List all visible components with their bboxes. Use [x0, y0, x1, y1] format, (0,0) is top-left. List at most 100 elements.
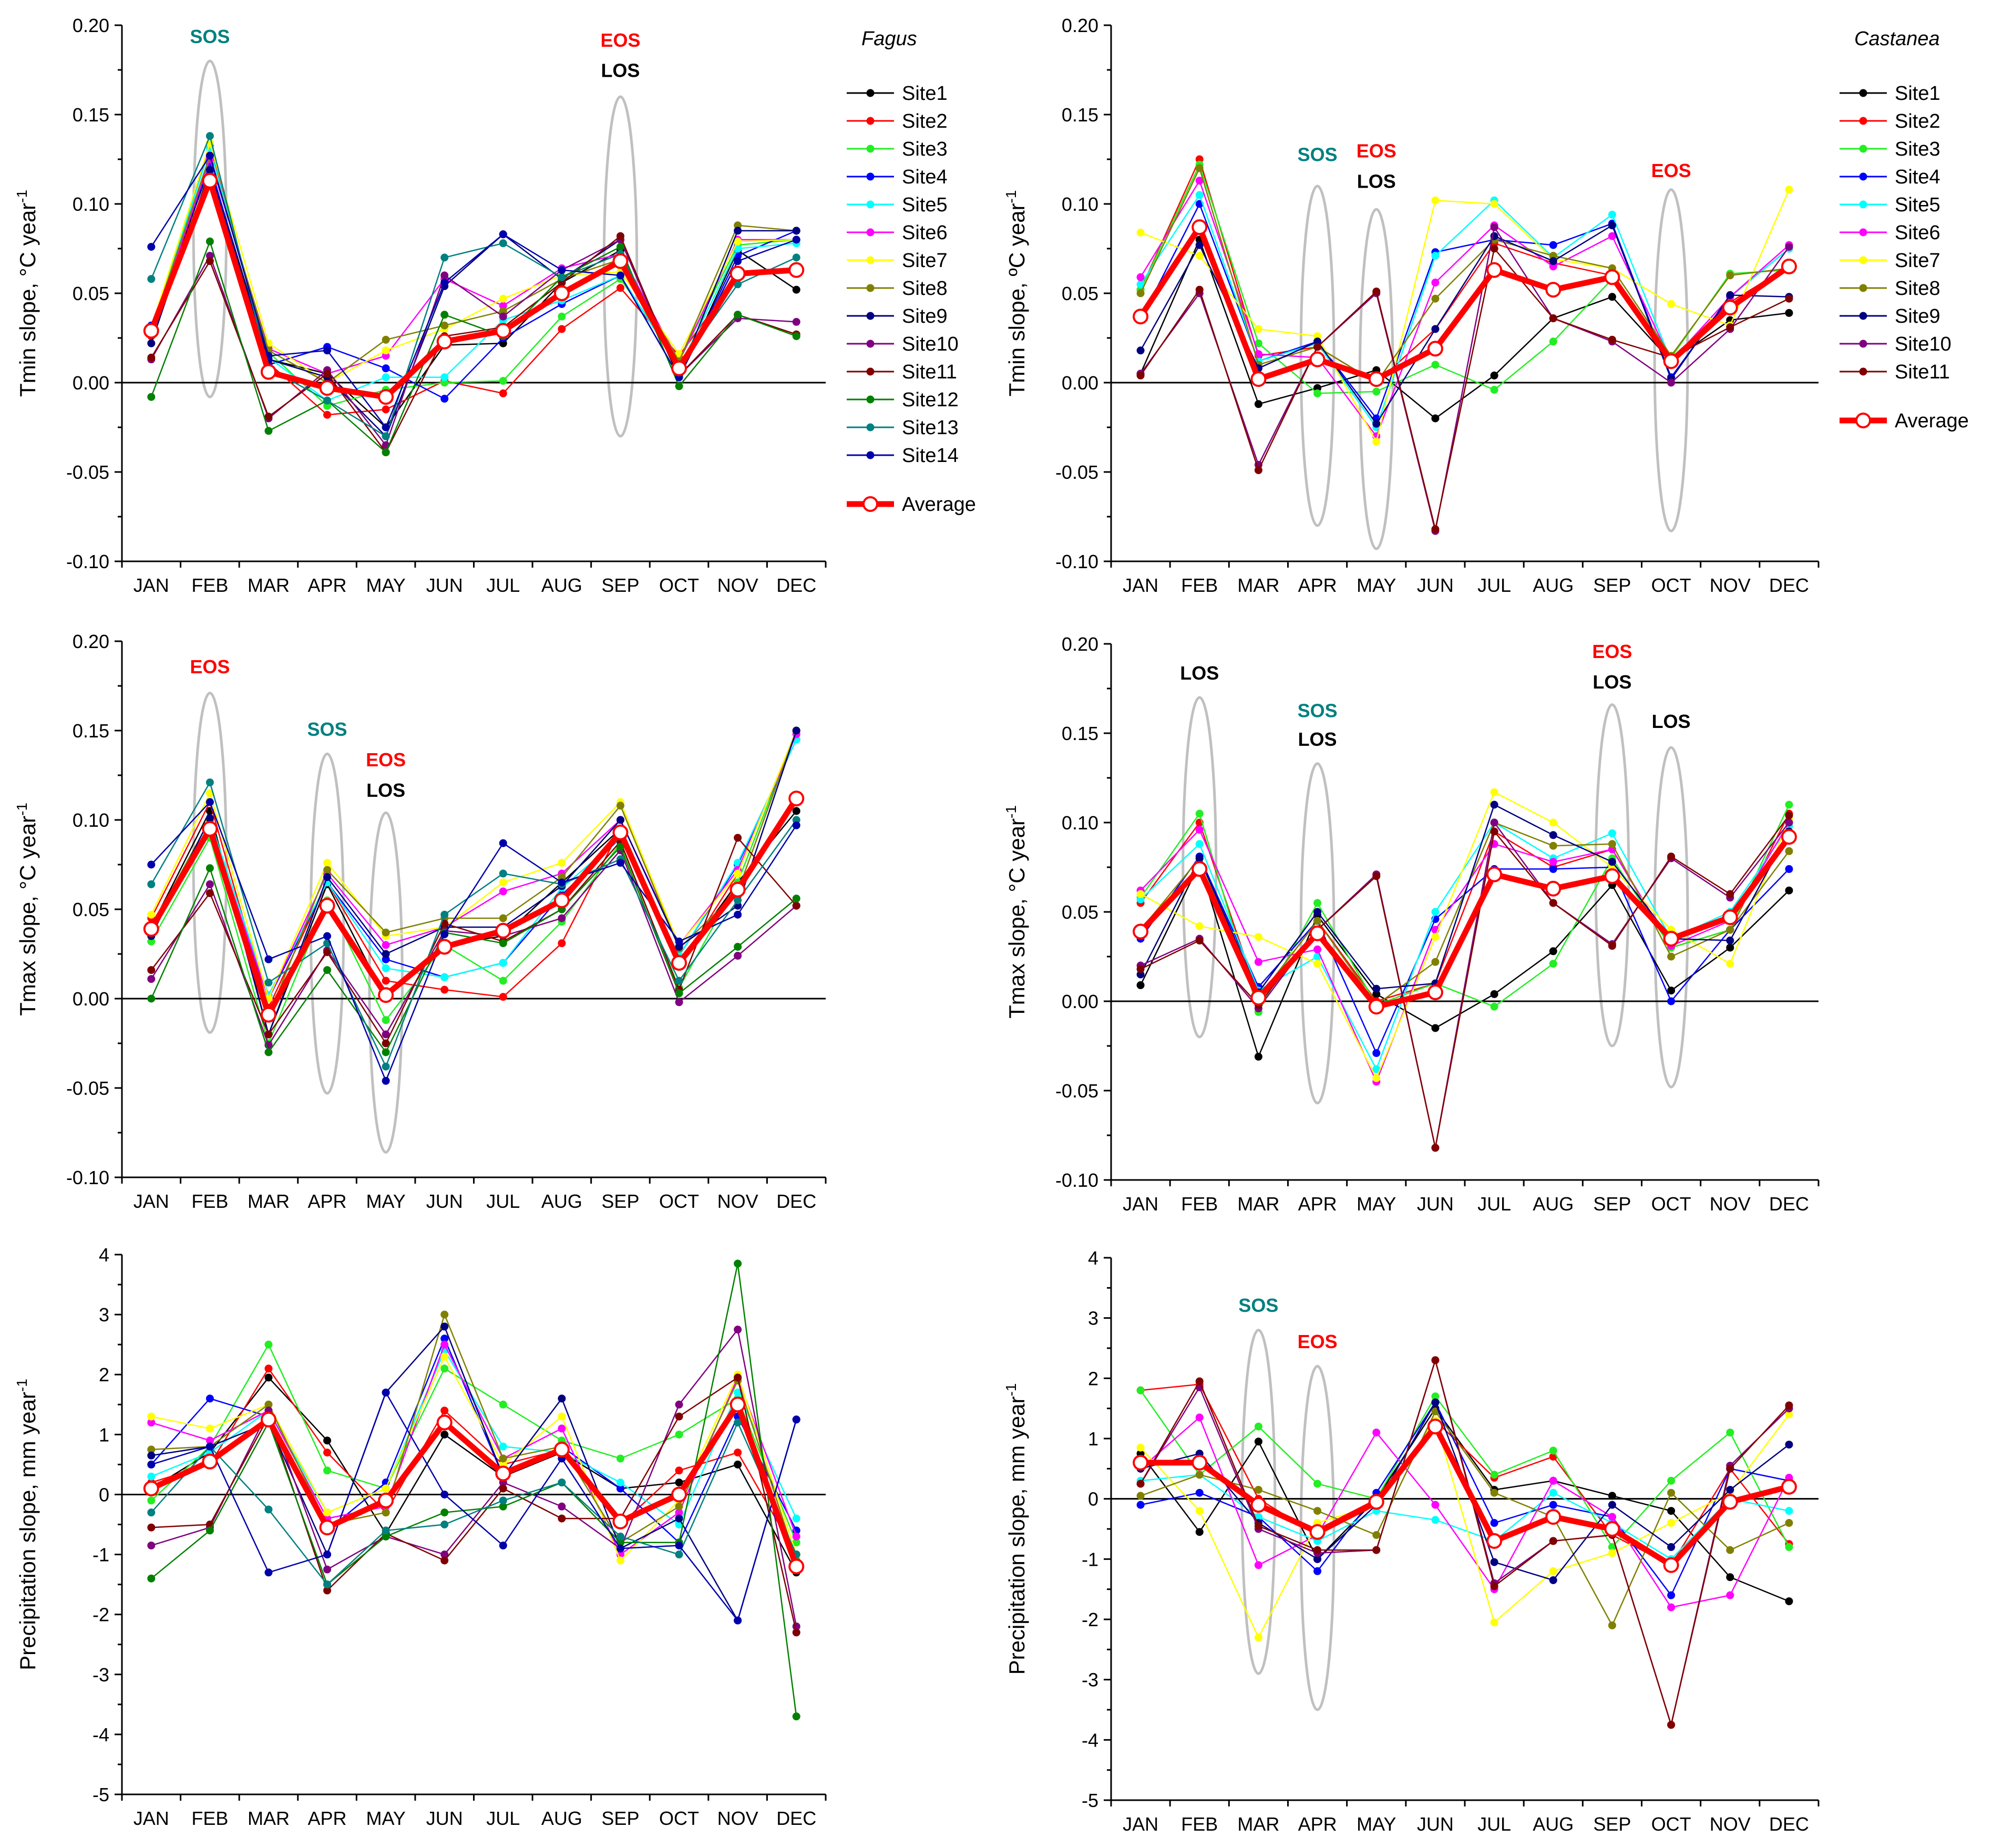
- data-point-site14: [616, 271, 624, 280]
- average-point: [1133, 1454, 1149, 1471]
- y-tick-label: -0.10: [1055, 1169, 1098, 1191]
- y-tick-label: 0.00: [73, 372, 109, 394]
- phenology-ellipse-feb: [192, 692, 228, 1034]
- series-line-site10: [150, 849, 797, 1047]
- data-point-site7: [147, 1412, 156, 1421]
- data-point-site1: [1431, 414, 1440, 423]
- data-point-site14: [323, 346, 332, 355]
- marker-label-los: LOS: [366, 779, 405, 801]
- x-tick-label: MAY: [366, 574, 405, 596]
- data-point-site3: [264, 1340, 273, 1349]
- y-tick-label: 0.20: [73, 15, 109, 36]
- series-line-site8: [1139, 166, 1790, 384]
- data-point-site12: [792, 895, 800, 903]
- data-point-site11: [734, 834, 742, 842]
- series-line-site12: [151, 1263, 797, 1717]
- series-line-site5: [1140, 1474, 1790, 1560]
- data-point-site3: [558, 312, 566, 321]
- x-tick-label: APR: [308, 1190, 347, 1212]
- x-tick-label: JUL: [486, 1808, 520, 1829]
- series-line-site4: [1140, 1401, 1790, 1597]
- marker-label-eos: EOS: [1298, 1331, 1338, 1352]
- data-point-site14: [382, 423, 390, 432]
- average-point: [1368, 999, 1384, 1015]
- data-point-site5: [499, 959, 507, 967]
- x-tick-label: OCT: [659, 1808, 699, 1829]
- y-tick-label: -5: [93, 1784, 109, 1805]
- data-point-site3: [499, 977, 507, 985]
- data-point-site4: [1195, 1488, 1204, 1497]
- data-point-site7: [616, 1556, 624, 1565]
- data-point-site3: [499, 377, 507, 385]
- marker-label-sos: SOS: [1298, 700, 1338, 721]
- data-point-site13: [382, 1062, 390, 1071]
- data-point-site12: [675, 382, 683, 391]
- data-point-site9: [1195, 241, 1204, 249]
- data-point-site9: [1431, 1398, 1440, 1406]
- data-point-site3: [1254, 339, 1262, 347]
- data-point-site1: [734, 1460, 742, 1469]
- series-line-site7: [150, 141, 797, 384]
- y-axis-title-text: Tmax slope, °C year: [1004, 818, 1029, 1019]
- x-tick-label: JAN: [1123, 574, 1158, 596]
- data-point-site3: [675, 1430, 683, 1439]
- data-point-site3: [1431, 1392, 1440, 1401]
- y-tick-label: 0.10: [1062, 812, 1098, 834]
- average-point: [143, 921, 159, 937]
- series-line-site10: [150, 239, 797, 447]
- data-point-site9: [323, 873, 332, 881]
- data-point-site7: [147, 910, 156, 919]
- data-point-site8: [1549, 841, 1557, 850]
- legend-label: Site9: [1895, 305, 1940, 327]
- data-point-site2: [323, 410, 332, 419]
- series-line-site1: [1139, 861, 1790, 1059]
- data-point-site2: [616, 284, 624, 292]
- x-tick-label: AUG: [1533, 574, 1574, 596]
- average-point: [1250, 371, 1267, 387]
- series-line-site8: [151, 1312, 797, 1561]
- data-point-site10: [558, 1502, 566, 1511]
- data-point-site7: [1726, 960, 1734, 968]
- data-point-site8: [1726, 1546, 1734, 1554]
- x-tick-label: FEB: [191, 1190, 228, 1212]
- data-point-site3: [1431, 361, 1440, 369]
- y-tick-label: 0.00: [1062, 372, 1098, 394]
- series-line-site9: [151, 1325, 797, 1623]
- data-point-site3: [1490, 386, 1498, 394]
- data-point-site9: [1313, 908, 1322, 916]
- y-tick-label: 1: [99, 1424, 109, 1445]
- y-tick-label: 0.15: [1062, 723, 1098, 744]
- data-point-site4: [1549, 865, 1557, 873]
- series-line-site11: [151, 1376, 797, 1633]
- average-point: [1781, 259, 1797, 274]
- data-point-site4: [1313, 1567, 1322, 1575]
- data-point-site11: [1195, 936, 1204, 944]
- legend-label: Site1: [902, 83, 948, 105]
- data-point-site10: [323, 1565, 332, 1574]
- data-point-site12: [499, 1502, 507, 1511]
- data-point-site8: [1667, 952, 1676, 961]
- data-point-site13: [440, 1521, 449, 1528]
- series-line-site2: [150, 730, 797, 1010]
- y-axis-title: Precipitation slope, mm year-1: [1003, 1383, 1029, 1675]
- data-point-site14: [616, 1544, 624, 1553]
- average-point: [788, 790, 805, 807]
- x-tick-label: SEP: [1593, 1193, 1631, 1215]
- data-point-site5: [734, 1388, 742, 1397]
- data-point-site3: [147, 1496, 156, 1505]
- data-point-site4: [440, 395, 449, 403]
- y-axis-title-exponent: -1: [1003, 805, 1019, 818]
- data-point-site3: [1136, 1386, 1145, 1394]
- x-tick-label: FEB: [1181, 1813, 1218, 1835]
- legend-label: Site11: [1895, 361, 1950, 383]
- data-point-site11: [1431, 1144, 1440, 1152]
- data-point-site3: [323, 1466, 332, 1475]
- average-point: [1545, 282, 1562, 298]
- data-point-site5: [1549, 1488, 1557, 1497]
- data-point-site12: [264, 427, 273, 435]
- data-point-site5: [440, 973, 449, 981]
- data-point-site3: [1372, 387, 1381, 396]
- data-point-site11: [206, 889, 214, 897]
- data-point-site11: [558, 1514, 566, 1523]
- data-point-site4: [1667, 997, 1676, 1005]
